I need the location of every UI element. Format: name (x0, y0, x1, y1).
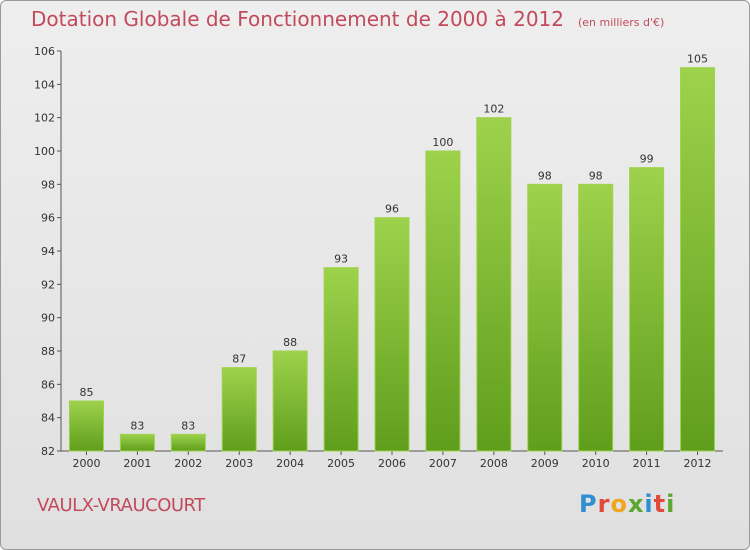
x-tick-label: 2002 (174, 457, 202, 470)
bar (425, 150, 461, 452)
x-tick-label: 2008 (480, 457, 508, 470)
y-axis: 82 84 86 88 90 92 94 96 98 100 102 104 106 (34, 45, 62, 458)
bar (578, 183, 614, 452)
y-tick-label: 100 (34, 145, 55, 158)
chart-unit-note: (en milliers d'€) (578, 16, 665, 29)
data-label: 93 (334, 253, 348, 266)
y-tick-label: 90 (41, 312, 55, 325)
proxiti-logo: Proxiti (579, 490, 675, 518)
x-tick-label: 2010 (582, 457, 610, 470)
chart-header: Dotation Globale de Fonctionnement de 20… (31, 7, 664, 31)
y-tick-label: 84 (41, 412, 55, 425)
data-label: 100 (432, 136, 453, 149)
x-tick-label: 2012 (684, 457, 712, 470)
x-tick-label: 2006 (378, 457, 406, 470)
bar (221, 367, 257, 452)
commune-name: VAULX-VRAUCOURT (37, 495, 205, 516)
x-tick-label: 2001 (123, 457, 151, 470)
data-label: 96 (385, 203, 399, 216)
data-label: 85 (79, 386, 93, 399)
data-label: 99 (640, 153, 654, 166)
x-axis: 2000 2001 2002 2003 2004 2005 2006 2007 2008 2009… (61, 450, 723, 470)
y-tick-label: 102 (34, 112, 55, 125)
x-tick-label: 2007 (429, 457, 457, 470)
logo-letter: t (653, 490, 667, 518)
data-label: 87 (232, 353, 246, 366)
x-tick-label: 2005 (327, 457, 355, 470)
y-tick-label: 96 (41, 212, 55, 225)
data-label: 98 (589, 169, 603, 182)
x-tick-label: 2009 (531, 457, 559, 470)
bars: 85 83 83 87 88 93 96 100 102 98 98 99 105 (68, 53, 716, 452)
data-label: 83 (130, 419, 144, 432)
x-tick-label: 2003 (225, 457, 253, 470)
x-tick-label: 2000 (72, 457, 100, 470)
bar (374, 217, 410, 452)
logo-letter: i (666, 490, 676, 518)
chart-title: Dotation Globale de Fonctionnement de 20… (31, 7, 564, 31)
logo-letter: r (597, 490, 611, 518)
logo-letter: i (644, 490, 654, 518)
y-tick-label: 94 (41, 245, 55, 258)
bar (272, 350, 308, 452)
data-label: 98 (538, 169, 552, 182)
x-tick-label: 2011 (633, 457, 661, 470)
y-tick-label: 82 (41, 445, 55, 458)
y-tick-label: 106 (34, 45, 55, 58)
data-label: 88 (283, 336, 297, 349)
data-label: 102 (483, 103, 504, 116)
bar (323, 267, 359, 452)
x-tick-label: 2004 (276, 457, 304, 470)
y-tick-label: 86 (41, 378, 55, 391)
logo-letter: P (579, 490, 598, 518)
logo-letter: o (610, 490, 628, 518)
bar (170, 433, 206, 452)
logo-letter: x (627, 490, 645, 518)
bar (629, 167, 665, 452)
y-tick-label: 88 (41, 345, 55, 358)
bar (119, 433, 155, 452)
bar (680, 67, 716, 452)
data-label: 83 (181, 419, 195, 432)
y-tick-label: 98 (41, 178, 55, 191)
y-tick-label: 104 (34, 78, 55, 91)
bar (68, 400, 104, 452)
y-tick-label: 92 (41, 278, 55, 291)
bar (476, 117, 512, 452)
bar (527, 183, 563, 452)
data-label: 105 (687, 53, 708, 66)
